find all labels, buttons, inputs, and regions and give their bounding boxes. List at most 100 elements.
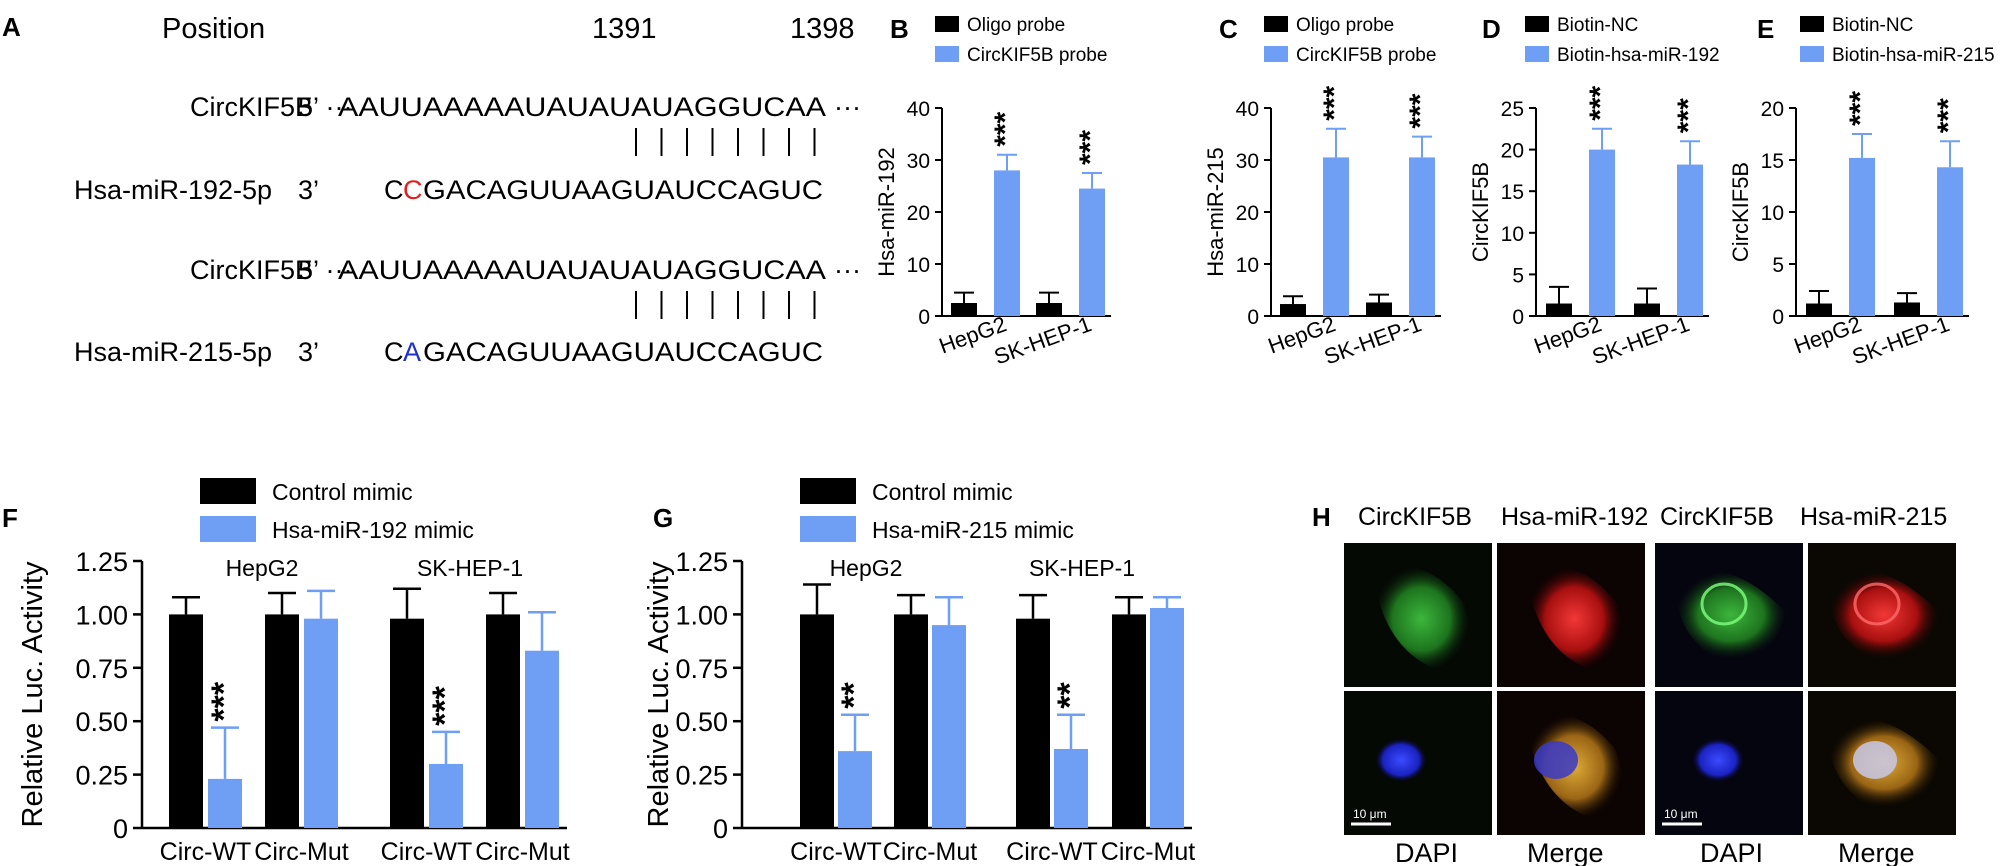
seq-name-mir215: Hsa-miR-215-5p — [74, 337, 272, 367]
seq-mir192-rest: GACAGUUAAGUAUCCAGUC — [423, 175, 823, 205]
legend-swatch — [1800, 16, 1824, 32]
seq-tail-circ-1: ··· — [834, 92, 861, 122]
bar — [1849, 157, 1875, 316]
y-tick-label: 1.00 — [675, 600, 728, 630]
y-tick-label: 15 — [1501, 181, 1524, 204]
seq-circ-2: AAUUAAAAAUAUAUAUAGGUCAA — [338, 255, 826, 285]
panel-letter: E — [1757, 14, 1774, 44]
y-tick-label: 0.75 — [75, 654, 128, 684]
category-label: SK-HEP-1 — [1589, 311, 1693, 369]
seq-dir-circ-1: 5’ ··· — [298, 92, 353, 122]
bar — [1937, 167, 1963, 316]
y-tick-label: 0.25 — [675, 761, 728, 791]
group-label: HepG2 — [226, 555, 299, 581]
scale-bar-label: 10 μm — [1664, 807, 1698, 821]
group-label: SK-HEP-1 — [1029, 555, 1135, 581]
significance-label: *** — [1074, 130, 1107, 165]
y-tick-label: 10 — [907, 254, 930, 277]
legend-label: Biotin-hsa-miR-215 — [1832, 45, 1995, 66]
seq-mir215-rest: GACAGUUAAGUAUCCAGUC — [423, 337, 823, 367]
legend-label: CircKIF5B probe — [967, 45, 1107, 66]
chart-g: G Control mimic Hsa-miR-215 mimic 0 0.25 0.50… — [643, 478, 1195, 866]
bar — [994, 170, 1020, 316]
y-tick-label: 5 — [1772, 254, 1784, 277]
y-tick-label: 5 — [1512, 264, 1524, 287]
bar — [838, 751, 872, 828]
merge-nucleus — [1853, 741, 1897, 779]
category-label: SK-HEP-1 — [1321, 311, 1425, 369]
legend-swatch — [800, 516, 856, 542]
legend-swatch — [200, 478, 256, 504]
y-axis-label: Relative Luc. Activity — [17, 561, 49, 827]
micro-header-3: CircKIF5B — [1660, 503, 1774, 531]
position-start: 1391 — [592, 13, 657, 45]
scale-bar-label: 10 μm — [1353, 807, 1387, 821]
legend-swatch — [1525, 16, 1549, 32]
y-tick-label: 0 — [918, 306, 930, 329]
legend-swatch — [200, 516, 256, 542]
category-label: SK-HEP-1 — [991, 311, 1095, 369]
category-label: Circ-Mut — [883, 838, 977, 866]
panel-letter: D — [1482, 14, 1501, 44]
category-label: Circ-Mut — [1101, 838, 1195, 866]
bar — [390, 618, 424, 828]
significance-label: ** — [1051, 682, 1089, 709]
y-axis-label: CircKIF5B — [1468, 162, 1493, 262]
significance-label: ** — [835, 682, 873, 709]
panel-letter: F — [2, 503, 18, 533]
seq-name-mir192: Hsa-miR-192-5p — [74, 175, 272, 205]
y-tick-label: 20 — [907, 202, 930, 225]
legend-label: Biotin-NC — [1832, 15, 1913, 36]
bar — [800, 614, 834, 828]
y-axis-label: Relative Luc. Activity — [643, 561, 675, 827]
legend-swatch — [1525, 46, 1549, 62]
group-label: SK-HEP-1 — [417, 555, 523, 581]
y-tick-label: 1.00 — [75, 600, 128, 630]
legend-swatch — [1264, 46, 1288, 62]
y-tick-label: 0.75 — [675, 654, 728, 684]
micro-header-2: Hsa-miR-192 — [1501, 503, 1648, 531]
panel-letter: C — [1219, 14, 1238, 44]
y-tick-label: 0 — [713, 814, 728, 844]
category-label: Circ-WT — [790, 838, 882, 866]
bar — [951, 303, 977, 316]
y-tick-label: 0.50 — [75, 707, 128, 737]
y-tick-label: 40 — [907, 98, 930, 121]
chart-e: E Biotin-NC Biotin-hsa-miR-215 0 5 10 15 20 Circ… — [1728, 14, 1995, 369]
group-label: HepG2 — [830, 555, 903, 581]
y-tick-label: 0 — [1772, 306, 1784, 329]
position-end: 1398 — [790, 13, 855, 45]
position-label: Position — [162, 13, 265, 45]
legend-label: Hsa-miR-215 mimic — [872, 517, 1074, 543]
category-label: SK-HEP-1 — [1849, 311, 1953, 369]
bar — [1079, 188, 1105, 316]
legend-label: CircKIF5B probe — [1296, 45, 1436, 66]
bar — [1323, 157, 1349, 316]
seq-dir-mir192: 3’ — [298, 175, 319, 205]
legend-swatch — [1264, 16, 1288, 32]
pairing-lines-192 — [635, 128, 816, 156]
pairing-lines-215 — [635, 291, 816, 319]
bar — [1546, 303, 1572, 316]
bar — [1280, 304, 1306, 316]
seq-tail-circ-2: ··· — [834, 255, 861, 285]
seq-mir215-mut: A — [403, 337, 421, 367]
y-tick-label: 20 — [1236, 202, 1259, 225]
bar — [1589, 149, 1615, 316]
y-tick-label: 20 — [1761, 98, 1784, 121]
y-axis-label: CircKIF5B — [1728, 162, 1753, 262]
legend-swatch — [935, 46, 959, 62]
panel-letter-h: H — [1312, 502, 1331, 532]
bar — [208, 778, 242, 828]
y-tick-label: 0.25 — [75, 761, 128, 791]
nucleus-blob — [1375, 738, 1427, 782]
y-tick-label: 25 — [1501, 98, 1524, 121]
y-tick-label: 0 — [113, 814, 128, 844]
chart-b: B Oligo probe CircKIF5B probe 0 10 20 30 40 Hsa-… — [874, 14, 1111, 369]
legend-label: Biotin-NC — [1557, 15, 1638, 36]
nuclear-rim — [1853, 582, 1901, 626]
y-tick-label: 1.25 — [75, 547, 128, 577]
bar — [1054, 748, 1088, 828]
significance-label: *** — [1584, 85, 1617, 120]
